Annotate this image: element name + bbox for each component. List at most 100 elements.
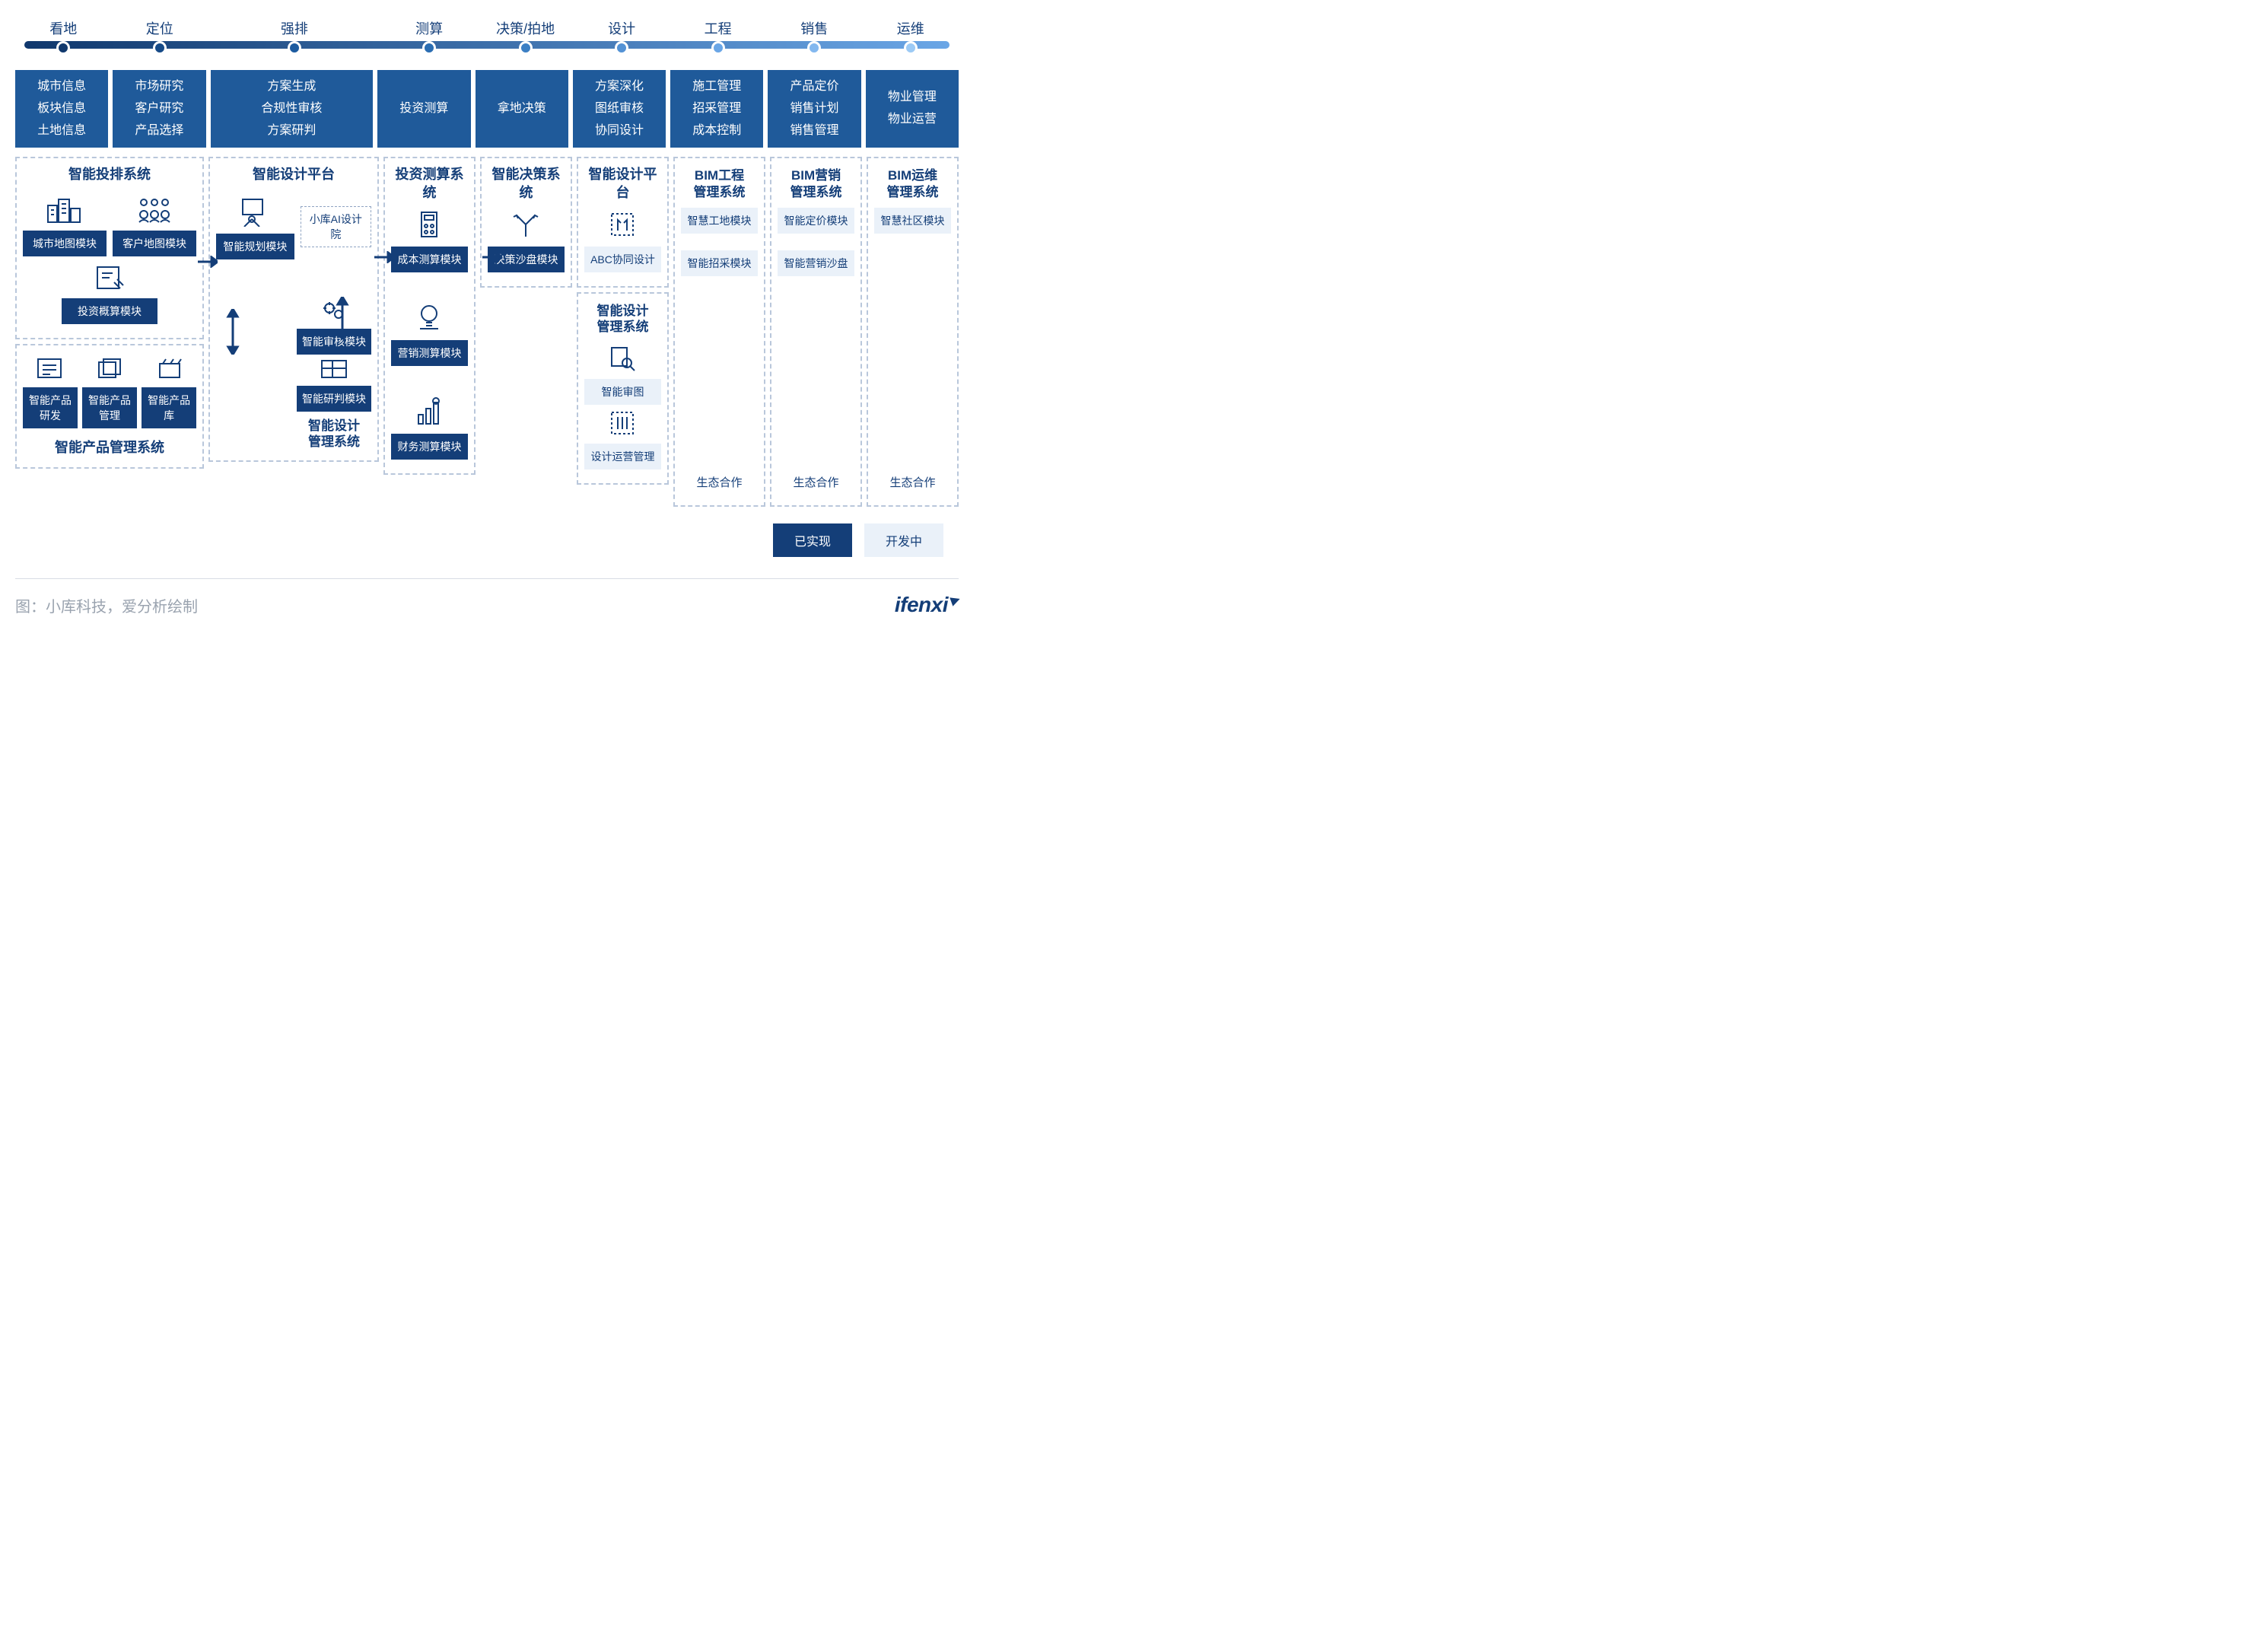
- box-invest-calc: 投资测算系统 成本测算模块 营销测算模块 财务测算模块: [383, 157, 476, 475]
- stage-card: 投资测算: [377, 70, 470, 148]
- tools-icon: [584, 409, 661, 441]
- module-smart-procure: 智能招采模块: [681, 250, 758, 276]
- arrow-right-3: [482, 251, 502, 267]
- arrow-right-2: [374, 251, 394, 267]
- box-icon: [142, 358, 196, 384]
- module-city-map: 城市地图模块: [23, 231, 107, 256]
- timeline-node: 设计: [574, 18, 670, 55]
- calc-icon: [391, 209, 468, 243]
- box-bim-ops: BIM运维 管理系统 智慧社区模块 生态合作: [867, 157, 959, 507]
- box-design2: 智能设计平台 ABC协同设计: [577, 157, 669, 288]
- module-invest-estimate: 投资概算模块: [62, 298, 157, 324]
- title-invest-plan: 智能投排系统: [23, 166, 196, 183]
- module-prod-rd: 智能产品研发: [23, 387, 78, 428]
- module-sales-sand: 智能营销沙盘: [778, 250, 854, 276]
- title-design-platform: 智能设计平台: [216, 166, 371, 183]
- pencils-icon: [584, 209, 661, 243]
- arrow-right-1: [198, 256, 218, 272]
- title-decision: 智能决策系统: [488, 166, 565, 202]
- arrow-bidir-left: [225, 309, 240, 358]
- title-product-mgmt: 智能产品管理系统: [23, 439, 196, 457]
- col-bim-ops: BIM运维 管理系统 智慧社区模块 生态合作: [867, 157, 959, 507]
- title-invest-calc: 投资测算系统: [391, 166, 468, 202]
- col-design2: 智能设计平台 ABC协同设计 智能设计 管理系统 智能审图 设计运营管理: [577, 157, 669, 484]
- eco-label-2: 生态合作: [778, 469, 854, 495]
- subtitle-design-mgmt: 智能设计 管理系统: [297, 416, 371, 455]
- chart-icon: [391, 396, 468, 431]
- doc-icon: [62, 264, 157, 295]
- module-market-calc: 营销测算模块: [391, 340, 468, 366]
- timeline-node: 决策/拍地: [477, 18, 574, 55]
- people-icon: [113, 196, 196, 228]
- stage-card: 拿地决策: [476, 70, 568, 148]
- module-design-ops: 设计运营管理: [584, 444, 661, 469]
- brand-logo: ifenxi: [895, 593, 959, 617]
- timeline-node: 看地: [15, 18, 112, 55]
- eco-label-3: 生态合作: [874, 469, 951, 495]
- col-bim-sales: BIM营销 管理系统 智能定价模块 智能营销沙盘 生态合作: [770, 157, 862, 507]
- subtitle-design-mgmt2: 智能设计 管理系统: [584, 301, 661, 340]
- box-design-mgmt2: 智能设计 管理系统 智能审图 设计运营管理: [577, 292, 669, 485]
- list-icon: [23, 358, 78, 384]
- module-smart-community: 智慧社区模块: [874, 208, 951, 234]
- title-bim-sales: BIM营销 管理系统: [778, 166, 854, 205]
- module-prod-lib: 智能产品库: [142, 387, 196, 428]
- box-decision: 智能决策系统 决策沙盘模块: [480, 157, 572, 288]
- module-finance-calc: 财务测算模块: [391, 434, 468, 460]
- city-icon: [23, 196, 107, 228]
- gears-icon: [297, 299, 371, 326]
- timeline-node: 定位: [112, 18, 208, 55]
- col-invest-calc: 投资测算系统 成本测算模块 营销测算模块 财务测算模块: [383, 157, 476, 475]
- source-text: 图：小库科技，爱分析绘制: [15, 594, 198, 616]
- stage-card: 施工管理招采管理成本控制: [670, 70, 763, 148]
- box-bim-proj: BIM工程 管理系统 智慧工地模块 智能招采模块 生态合作: [673, 157, 765, 507]
- col-bim-proj: BIM工程 管理系统 智慧工地模块 智能招采模块 生态合作: [673, 157, 765, 507]
- title-bim-ops: BIM运维 管理系统: [874, 166, 951, 205]
- module-smart-plan: 智能规划模块: [216, 234, 294, 259]
- compass-icon: [216, 196, 294, 231]
- eco-label-1: 生态合作: [681, 469, 758, 495]
- module-ai-academy: 小库AI设计院: [301, 206, 371, 247]
- stage-card: 方案深化图纸审核协同设计: [573, 70, 666, 148]
- stage-card: 物业管理物业运营: [866, 70, 959, 148]
- fork-icon: [488, 209, 565, 243]
- stage-card: 方案生成合规性审核方案研判: [211, 70, 374, 148]
- footer: 图：小库科技，爱分析绘制 ifenxi: [15, 578, 959, 617]
- module-smart-site: 智慧工地模块: [681, 208, 758, 234]
- timeline-node: 运维: [862, 18, 959, 55]
- module-prod-mgmt: 智能产品管理: [82, 387, 137, 428]
- box-bim-sales: BIM营销 管理系统 智能定价模块 智能营销沙盘 生态合作: [770, 157, 862, 507]
- timeline: 看地定位强排测算决策/拍地设计工程销售运维: [15, 18, 959, 56]
- title-bim-proj: BIM工程 管理系统: [681, 166, 758, 205]
- module-smart-review: 智能审图: [584, 379, 661, 405]
- box-invest-plan: 智能投排系统 城市地图模块 客户地图模块 投资概算模块: [15, 157, 204, 339]
- col-decision: 智能决策系统 决策沙盘模块: [480, 157, 572, 288]
- module-smart-audit: 智能审核模块: [297, 329, 371, 355]
- stage-card: 市场研究客户研究产品选择: [113, 70, 205, 148]
- timeline-node: 测算: [381, 18, 478, 55]
- col-invest-plan: 智能投排系统 城市地图模块 客户地图模块 投资概算模块 智能: [15, 157, 204, 469]
- module-customer-map: 客户地图模块: [113, 231, 196, 256]
- module-smart-research: 智能研判模块: [297, 386, 371, 412]
- stage-card: 城市信息板块信息土地信息: [15, 70, 108, 148]
- module-cost-calc: 成本测算模块: [391, 247, 468, 272]
- legend-wip: 开发中: [864, 523, 943, 557]
- timeline-nodes: 看地定位强排测算决策/拍地设计工程销售运维: [15, 18, 959, 55]
- module-abc-design: ABC协同设计: [584, 247, 661, 272]
- arrow-bidir-right: [335, 297, 350, 343]
- module-smart-pricing: 智能定价模块: [778, 208, 854, 234]
- timeline-node: 强排: [208, 18, 381, 55]
- stage-row: 城市信息板块信息土地信息市场研究客户研究产品选择方案生成合规性审核方案研判投资测…: [15, 70, 959, 148]
- stage-card: 产品定价销售计划销售管理: [768, 70, 860, 148]
- magnify-icon: [584, 345, 661, 376]
- legend: 已实现 开发中: [15, 523, 943, 557]
- legend-done: 已实现: [773, 523, 852, 557]
- systems-row: 智能投排系统 城市地图模块 客户地图模块 投资概算模块 智能: [15, 157, 959, 507]
- bulb-icon: [391, 303, 468, 337]
- title-design2: 智能设计平台: [584, 166, 661, 202]
- box-product-mgmt: 智能产品研发 智能产品管理 智能产品库 智能产品管理系统: [15, 344, 204, 469]
- stack-icon: [82, 358, 137, 384]
- timeline-node: 销售: [766, 18, 863, 55]
- grid-icon: [297, 359, 371, 383]
- timeline-node: 工程: [670, 18, 766, 55]
